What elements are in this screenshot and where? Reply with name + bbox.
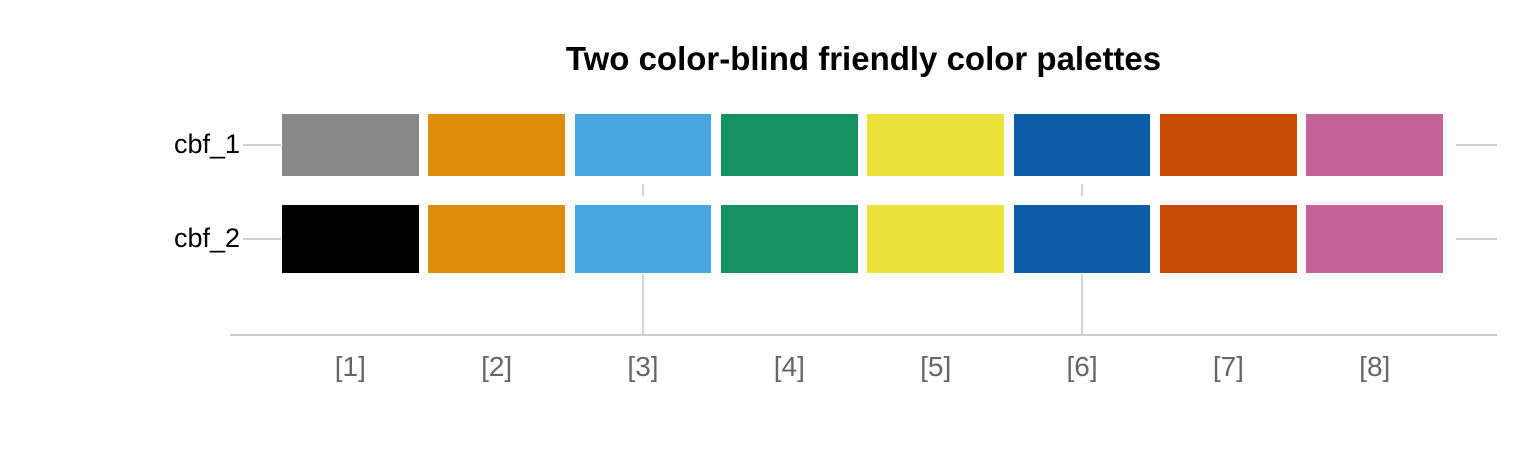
gridline-tick-[3] xyxy=(642,184,644,196)
swatch-cbf_2-2 xyxy=(428,205,565,273)
x-axis-label-8: [8] xyxy=(1359,351,1391,382)
gridline-stub-right-cbf_2 xyxy=(1456,238,1497,240)
x-axis-line xyxy=(230,334,1497,336)
x-axis-label-7: [7] xyxy=(1212,351,1244,382)
x-axis-label-2: [2] xyxy=(481,351,513,382)
y-axis-label-cbf_2: cbf_2 xyxy=(173,223,240,253)
y-axis-label-cbf_1: cbf_1 xyxy=(173,129,240,159)
swatch-cbf_2-6 xyxy=(1013,205,1151,273)
gridline-stub-left-cbf_2 xyxy=(243,238,281,240)
chart-title: Two color-blind friendly color palettes xyxy=(565,40,1162,77)
swatch-cbf_2-4 xyxy=(721,205,858,273)
swatch-cbf_1-2 xyxy=(428,114,565,176)
swatch-cbf_2-7 xyxy=(1160,205,1297,273)
swatch-cbf_2-1 xyxy=(282,205,419,273)
swatch-cbf_1-8 xyxy=(1306,114,1444,176)
x-axis-label-6: [6] xyxy=(1066,351,1098,382)
gridline-tick-[6] xyxy=(1081,184,1084,196)
swatch-cbf_1-6 xyxy=(1013,114,1151,176)
gridline-stub-left-cbf_1 xyxy=(243,144,281,146)
swatch-cbf_1-5 xyxy=(867,114,1004,176)
swatch-cbf_2-8 xyxy=(1306,205,1444,273)
swatch-cbf_1-7 xyxy=(1160,114,1297,176)
swatch-cbf_1-1 xyxy=(282,114,419,176)
x-axis-label-5: [5] xyxy=(920,351,952,382)
swatch-cbf_1-4 xyxy=(721,114,858,176)
x-axis-label-3: [3] xyxy=(627,351,659,382)
swatch-cbf_1-3 xyxy=(574,114,712,176)
gridline-stub-right-cbf_1 xyxy=(1456,144,1497,146)
x-axis-label-1: [1] xyxy=(334,351,366,382)
x-axis-label-4: [4] xyxy=(773,351,805,382)
gridline-[6] xyxy=(1081,274,1084,334)
swatch-cbf_2-3 xyxy=(574,205,712,273)
gridline-[3] xyxy=(642,274,644,334)
swatch-cbf_2-5 xyxy=(867,205,1004,273)
